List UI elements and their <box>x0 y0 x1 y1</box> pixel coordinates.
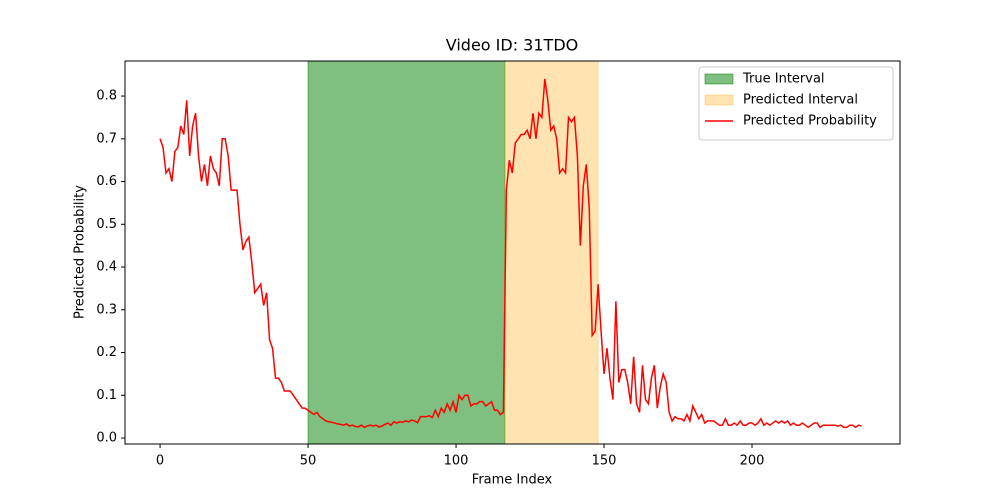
y-tick-label: 0.3 <box>96 302 117 317</box>
legend-swatch <box>704 73 734 85</box>
y-tick-label: 0.0 <box>96 431 117 446</box>
legend-box <box>698 66 894 141</box>
y-axis-label: Predicted Probability <box>73 185 88 319</box>
chart-title: Video ID: 31TDO <box>446 36 578 55</box>
interval <box>307 60 506 445</box>
x-tick-label: 0 <box>156 454 164 469</box>
x-tick-label: 100 <box>444 454 469 469</box>
y-tick-label: 0.1 <box>96 388 117 403</box>
legend-label: Predicted Interval <box>743 93 858 108</box>
y-tick-label: 0.4 <box>96 260 117 275</box>
line <box>159 78 862 429</box>
interval <box>504 60 599 445</box>
x-tick-label: 150 <box>592 454 617 469</box>
x-tick-label: 200 <box>740 454 765 469</box>
y-tick-label: 0.5 <box>96 217 117 232</box>
x-axis-label: Frame Index <box>472 473 553 488</box>
plot-frame <box>124 60 901 445</box>
x-tick-label: 50 <box>300 454 317 469</box>
y-tick-label: 0.6 <box>96 174 117 189</box>
y-tick-label: 0.2 <box>96 345 117 360</box>
legend-label: True Interval <box>742 72 825 87</box>
y-tick-label: 0.7 <box>96 131 117 146</box>
y-tick-label: 0.8 <box>96 89 117 104</box>
legend-label: Predicted Probability <box>743 114 877 129</box>
legend-swatch <box>704 94 734 106</box>
